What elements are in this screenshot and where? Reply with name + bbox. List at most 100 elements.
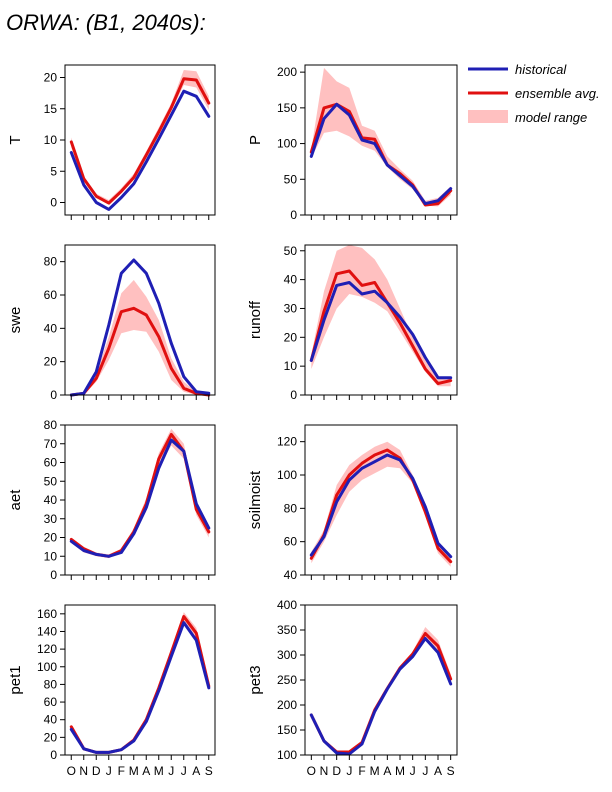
P-ytick-label-3: 150 <box>277 101 297 115</box>
swe-ytick-label-2: 40 <box>44 321 58 335</box>
soilmoist-model-range-band <box>311 441 451 567</box>
pet1-ytick-label-5: 100 <box>37 660 57 674</box>
aet-ytick-label-3: 30 <box>44 512 58 526</box>
T-historical-line <box>69 89 211 211</box>
pet3-xtick-label-5: M <box>370 764 380 778</box>
T-ytick-label-3: 15 <box>44 102 58 116</box>
panels: 05101520T050100150200P020406080swe010203… <box>7 64 458 778</box>
T-ytick-label-2: 10 <box>44 133 58 147</box>
pet1-ytick-label-6: 120 <box>37 642 57 656</box>
pet3-xtick-label-11: S <box>447 764 455 778</box>
chart-runoff: 0 10 20 30 40 50 runoff <box>247 244 458 402</box>
runoff-ytick-label-0: 0 <box>290 388 297 402</box>
aet-ytick-label-1: 10 <box>44 549 58 563</box>
runoff-ytick-label-4: 40 <box>284 273 298 287</box>
soilmoist-ytick-label-4: 120 <box>277 435 297 449</box>
ylabel-P: P <box>247 135 264 145</box>
pet1-frame <box>64 604 216 756</box>
aet-ytick-label-0: 0 <box>50 568 57 582</box>
soilmoist-ytick-label-1: 60 <box>284 535 298 549</box>
legend-swatch-2 <box>468 110 508 123</box>
aet-historical-line <box>69 438 211 558</box>
pet3-model-range-band <box>311 627 451 754</box>
aet-ytick-label-7: 70 <box>44 437 58 451</box>
pet3-xtick-label-0: O <box>307 764 316 778</box>
pet1-xtick-label-8: J <box>168 764 174 778</box>
swe-historical-line <box>69 258 211 397</box>
pet3-xtick-label-4: F <box>358 764 365 778</box>
chart-P: 0 50 100 150 200 P <box>247 64 458 222</box>
pet3-xtick-label-6: A <box>383 764 391 778</box>
runoff-ytick-label-5: 50 <box>284 244 298 258</box>
T-ytick-label-4: 20 <box>44 71 58 85</box>
runoff-ytick-label-2: 20 <box>284 330 298 344</box>
pet1-ytick-label-0: 0 <box>50 748 57 762</box>
swe-ytick-label-3: 60 <box>44 288 58 302</box>
pet3-frame <box>304 604 458 756</box>
pet3-ytick-label-1: 150 <box>277 723 297 737</box>
pet3-xtick-label-9: J <box>422 764 428 778</box>
pet1-xtick-label-4: F <box>118 764 125 778</box>
ylabel-pet1: pet1 <box>7 665 24 694</box>
swe-frame <box>64 244 216 396</box>
pet1-xtick-label-1: N <box>79 764 88 778</box>
pet1-historical-line <box>69 621 211 754</box>
pet3-xtick-label-1: N <box>320 764 329 778</box>
runoff-ensemble-avg-line <box>309 269 453 385</box>
aet-ytick-label-2: 20 <box>44 531 58 545</box>
ylabel-runoff: runoff <box>247 300 264 339</box>
chart-soilmoist: 40 60 80 100 120 soilmoist <box>247 424 458 582</box>
pet1-ytick-label-1: 20 <box>44 730 58 744</box>
chart-aet: 0 10 20 30 40 50 60 70 80 aet <box>7 418 216 582</box>
pet1-ytick-label-3: 60 <box>44 695 58 709</box>
pet3-xtick-label-2: D <box>332 764 341 778</box>
ylabel-T: T <box>7 135 24 144</box>
pet3-ytick-label-3: 250 <box>277 673 297 687</box>
aet-model-range-band <box>71 428 209 559</box>
P-ytick-label-4: 200 <box>277 65 297 79</box>
figure-title: ORWA: (B1, 2040s): <box>6 10 206 35</box>
runoff-ytick-label-3: 30 <box>284 301 298 315</box>
soilmoist-historical-line <box>309 453 453 559</box>
soilmoist-ytick-label-2: 80 <box>284 501 298 515</box>
pet1-xtick-label-10: A <box>192 764 200 778</box>
pet1-xtick-label-6: A <box>142 764 150 778</box>
pet3-xtick-label-7: M <box>395 764 405 778</box>
soilmoist-frame <box>304 424 458 576</box>
swe-ytick-label-0: 0 <box>50 388 57 402</box>
aet-ytick-label-4: 40 <box>44 493 58 507</box>
T-ytick-label-0: 0 <box>50 196 57 210</box>
legend-label-0: historical <box>515 62 567 77</box>
pet1-ytick-label-4: 80 <box>44 677 58 691</box>
chart-swe: 0 20 40 60 80 swe <box>7 244 216 402</box>
chart-T: 0 5 10 15 20 T <box>7 64 216 220</box>
T-ensemble-avg-line <box>69 77 211 205</box>
aet-ytick-label-8: 80 <box>44 418 58 432</box>
legend-label-1: ensemble avg. <box>515 86 600 101</box>
ylabel-soilmoist: soilmoist <box>247 470 264 529</box>
pet3-ensemble-avg-line <box>309 632 453 754</box>
ylabel-aet: aet <box>7 489 24 511</box>
swe-ytick-label-4: 80 <box>44 255 58 269</box>
aet-ensemble-avg-line <box>69 432 211 558</box>
pet3-ytick-label-2: 200 <box>277 698 297 712</box>
soilmoist-ytick-label-0: 40 <box>284 568 298 582</box>
pet3-ytick-label-0: 100 <box>277 748 297 762</box>
soilmoist-ensemble-avg-line <box>309 448 453 564</box>
P-ytick-label-1: 50 <box>284 172 298 186</box>
P-ytick-label-0: 0 <box>290 208 297 222</box>
runoff-historical-line <box>309 281 453 380</box>
legend: historical ensemble avg. model range <box>468 62 600 125</box>
pet1-ytick-label-8: 160 <box>37 607 57 621</box>
pet1-xtick-label-7: M <box>154 764 164 778</box>
swe-model-range-band <box>71 280 209 395</box>
P-model-range-band <box>311 67 451 207</box>
pet3-xtick-label-8: J <box>410 764 416 778</box>
pet3-ytick-label-6: 400 <box>277 598 297 612</box>
pet1-xtick-label-2: D <box>92 764 101 778</box>
aet-ytick-label-6: 60 <box>44 456 58 470</box>
P-ytick-label-2: 100 <box>277 137 297 151</box>
